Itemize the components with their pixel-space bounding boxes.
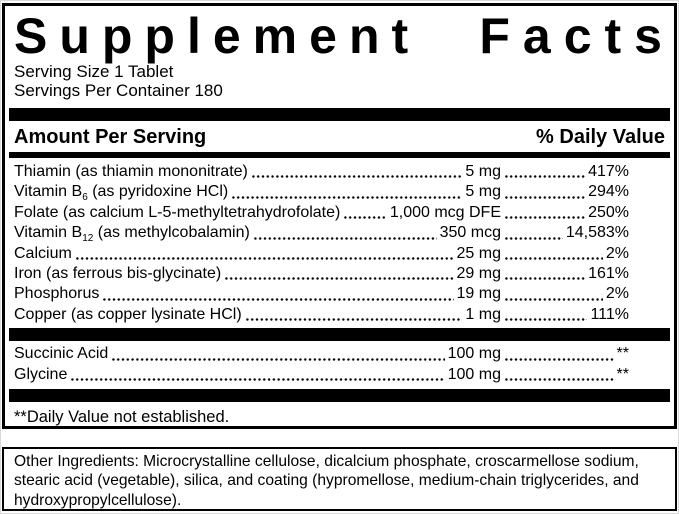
header-divider-bar <box>9 152 670 158</box>
section-bar-middle <box>9 328 670 342</box>
nutrient-daily-value: ** <box>616 365 629 383</box>
nutrient-name: Folate (as calcium L-5-methyltetrahydrof… <box>14 203 341 221</box>
nutrient-name: Calcium <box>14 244 72 262</box>
nutrient-daily-value: 417% <box>588 163 629 180</box>
unestablished-rows: Succinic Acid 100 mg ** Glycine 100 mg *… <box>14 341 665 385</box>
other-ingredients-panel: Other Ingredients: Microcrystalline cell… <box>2 447 677 511</box>
nutrient-name: Iron (as ferrous bis-glycinate) <box>14 265 222 283</box>
nutrient-row-vitamin-b12: Vitamin B12 (as methylcobalamin) 350 mcg… <box>14 223 665 245</box>
nutrient-row-vitamin-b6: Vitamin B6 (as pyridoxine HCl) 5 mg 294% <box>14 182 665 204</box>
nutrient-daily-value: 2% <box>605 244 629 262</box>
nutrient-row-folate: Folate (as calcium L-5-methyltetrahydrof… <box>14 203 665 223</box>
nutrient-row-glycine: Glycine 100 mg ** <box>14 365 665 385</box>
nutrient-amount: 1 mg <box>465 305 501 323</box>
nutrient-name: Phosphorus <box>14 285 100 303</box>
nutrient-daily-value: 250% <box>588 203 629 221</box>
serving-size-line: Serving Size 1 Tablet <box>14 62 174 81</box>
nutrient-amount: 100 mg <box>447 365 501 383</box>
leader-dots <box>504 257 603 261</box>
nutrient-name: Thiamin (as thiamin mononitrate) <box>14 163 248 180</box>
title-word-supplement: Supplement <box>14 8 421 64</box>
title-word-facts: Facts <box>479 8 675 64</box>
leader-dots <box>504 175 586 179</box>
nutrient-name: Vitamin B6 (as pyridoxine HCl) <box>14 183 229 204</box>
daily-value-header: % Daily Value <box>536 126 665 148</box>
nutrient-daily-value: 294% <box>588 183 629 201</box>
nutrient-amount: 19 mg <box>456 285 501 303</box>
nutrient-name: Glycine <box>14 365 68 383</box>
section-bar-bottom <box>9 389 670 403</box>
nutrient-amount: 100 mg <box>447 345 501 363</box>
leader-dots <box>504 357 614 361</box>
leader-dots <box>70 378 445 382</box>
amount-per-serving-header: Amount Per Serving <box>14 126 207 148</box>
nutrient-amount: 5 mg <box>465 183 501 201</box>
nutrient-name: Vitamin B12 (as methylcobalamin) <box>14 224 250 245</box>
nutrient-row-phosphorus: Phosphorus 19 mg 2% <box>14 284 665 304</box>
leader-dots <box>102 297 454 301</box>
nutrient-row-copper: Copper (as copper lysinate HCl) 1 mg 111… <box>14 305 665 325</box>
nutrient-daily-value: 111% <box>590 305 629 323</box>
nutrient-daily-value: ** <box>616 345 629 363</box>
nutrient-name: Succinic Acid <box>14 345 109 363</box>
leader-dots <box>231 195 463 199</box>
leader-dots <box>504 236 563 240</box>
leader-dots <box>343 216 387 220</box>
leader-dots <box>252 236 437 240</box>
leader-dots <box>224 277 454 281</box>
nutrient-row-calcium: Calcium 25 mg 2% <box>14 244 665 264</box>
nutrient-amount: 5 mg <box>465 163 501 180</box>
leader-dots <box>504 216 586 220</box>
leader-dots <box>74 257 454 261</box>
leader-dots <box>504 378 614 382</box>
servings-per-container-line: Servings Per Container 180 <box>14 80 223 100</box>
daily-value-footnote: **Daily Value not established. <box>14 408 230 427</box>
leader-dots <box>504 297 603 301</box>
nutrient-amount: 29 mg <box>456 265 501 283</box>
nutrient-row-iron: Iron (as ferrous bis-glycinate) 29 mg 16… <box>14 264 665 284</box>
leader-dots <box>111 357 445 361</box>
leader-dots <box>504 277 586 281</box>
nutrient-row-thiamin: Thiamin (as thiamin mononitrate) 5 mg 41… <box>14 162 665 182</box>
nutrient-daily-value: 2% <box>605 285 629 303</box>
nutrient-amount: 25 mg <box>456 244 501 262</box>
leader-dots <box>250 175 463 179</box>
nutrient-amount: 350 mcg <box>439 224 501 242</box>
leader-dots <box>504 195 586 199</box>
nutrient-daily-value: 161% <box>588 265 629 283</box>
panel-title: Supplement Facts <box>14 10 665 62</box>
other-ingredients-text: Other Ingredients: Microcrystalline cell… <box>14 453 639 509</box>
nutrient-row-succinic-acid: Succinic Acid 100 mg ** <box>14 344 665 364</box>
serving-info: Serving Size 1 Tablet Servings Per Conta… <box>14 62 665 100</box>
supplement-facts-panel: Supplement Facts Serving Size 1 Tablet S… <box>2 3 677 429</box>
nutrient-rows: Thiamin (as thiamin mononitrate) 5 mg 41… <box>14 158 665 325</box>
leader-dots <box>504 318 588 322</box>
nutrient-amount: 1,000 mcg DFE <box>389 203 501 221</box>
section-bar-top <box>9 108 670 121</box>
nutrient-name: Copper (as copper lysinate HCl) <box>14 305 242 323</box>
table-column-header: Amount Per Serving % Daily Value <box>14 121 665 152</box>
leader-dots <box>244 318 463 322</box>
nutrient-daily-value: 14,583% <box>565 224 629 242</box>
